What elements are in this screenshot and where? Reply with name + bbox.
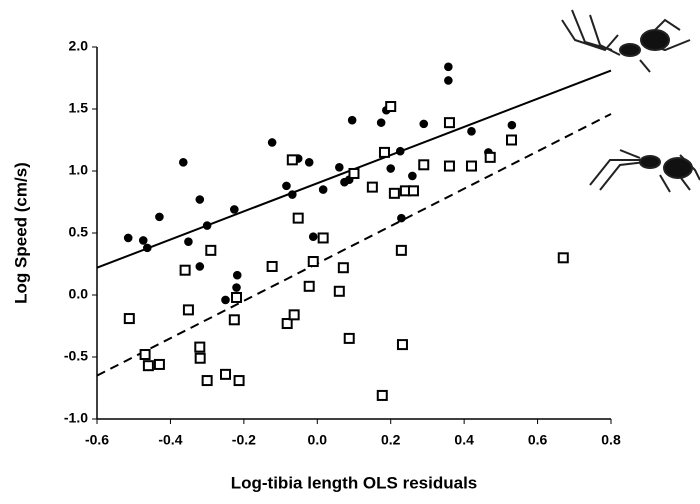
point	[201, 375, 213, 387]
point	[282, 181, 291, 191]
point	[343, 332, 355, 344]
x-tick-label: 0.0	[308, 432, 328, 448]
point	[153, 358, 165, 370]
point	[232, 270, 242, 280]
y-tick-label: 1.0	[69, 162, 89, 178]
point	[444, 76, 453, 85]
y-tick-label: 1.5	[69, 100, 89, 116]
point	[376, 389, 388, 401]
y-tick-label: -1.0	[64, 410, 88, 426]
x-tick-label: -0.6	[85, 432, 109, 448]
point	[408, 171, 417, 181]
point	[195, 262, 205, 271]
regression-line	[96, 113, 612, 377]
point	[443, 160, 455, 172]
point	[303, 280, 315, 292]
point	[288, 190, 297, 199]
y-tick-label: 0.0	[69, 286, 89, 302]
point	[386, 164, 396, 173]
point	[123, 313, 135, 325]
point	[286, 154, 298, 166]
point	[333, 285, 345, 297]
x-tick-label: -0.4	[158, 432, 182, 448]
point	[281, 318, 293, 330]
x-tick-label: 0.6	[528, 432, 548, 448]
x-axis-title: Log-tibia length OLS residuals	[231, 473, 478, 492]
point	[385, 101, 397, 113]
point	[443, 117, 455, 129]
point	[395, 146, 405, 156]
x-tick-label: -0.2	[232, 432, 256, 448]
x-tick-label: 0.4	[454, 432, 474, 448]
point	[221, 295, 230, 305]
point	[419, 119, 429, 129]
y-axis-title: Log Speed (cm/s)	[11, 162, 30, 304]
y-tick-label: -0.5	[64, 348, 88, 364]
point	[506, 134, 518, 146]
point	[292, 212, 304, 224]
point	[395, 244, 407, 256]
point	[182, 304, 194, 316]
point	[304, 158, 314, 167]
point	[266, 260, 278, 272]
y-tick-label: 2.0	[69, 38, 89, 54]
point	[231, 291, 243, 303]
point	[202, 221, 212, 230]
point	[230, 205, 239, 214]
point	[155, 212, 164, 222]
point	[378, 146, 390, 158]
point	[557, 252, 569, 264]
point	[396, 339, 408, 351]
point	[288, 309, 300, 321]
point	[465, 160, 477, 172]
point	[388, 187, 400, 199]
point	[348, 167, 360, 179]
point	[307, 256, 319, 268]
point	[194, 341, 206, 353]
x-tick-label: 0.8	[601, 432, 621, 448]
point	[337, 262, 349, 274]
point	[347, 115, 357, 125]
point	[366, 181, 378, 193]
point	[232, 283, 241, 292]
point	[139, 349, 151, 361]
point	[318, 185, 328, 194]
point	[467, 127, 476, 136]
point	[335, 162, 344, 172]
point	[123, 233, 133, 243]
point	[220, 368, 231, 380]
point	[484, 151, 496, 163]
y-tick-label: 0.5	[69, 224, 89, 240]
spider-icon	[589, 149, 700, 193]
point	[418, 159, 430, 171]
point	[142, 360, 154, 372]
point	[194, 352, 206, 364]
point	[407, 185, 419, 197]
point	[397, 213, 406, 223]
point	[308, 232, 318, 242]
point	[233, 375, 245, 387]
point	[184, 237, 193, 246]
point	[507, 120, 517, 130]
spider-icon	[561, 9, 691, 73]
point	[444, 62, 453, 72]
point	[142, 243, 152, 253]
point	[228, 314, 240, 326]
point	[138, 236, 148, 245]
x-tick-label: 0.2	[381, 432, 401, 448]
point	[205, 244, 217, 256]
point	[178, 158, 188, 167]
point	[179, 264, 191, 276]
point	[195, 195, 205, 204]
point	[317, 232, 329, 244]
point	[267, 138, 277, 147]
point	[376, 118, 386, 127]
